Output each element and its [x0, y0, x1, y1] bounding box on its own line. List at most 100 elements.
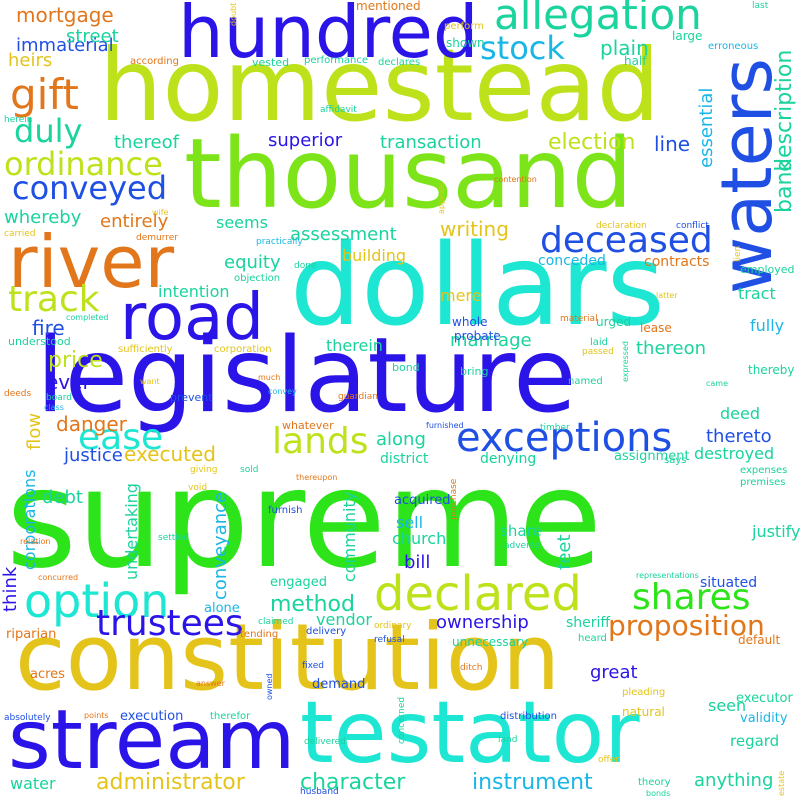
- word: community: [340, 491, 359, 582]
- word: husband: [300, 787, 339, 797]
- word: demand: [312, 677, 366, 692]
- word: giving: [190, 465, 218, 475]
- word: lease: [640, 321, 672, 335]
- word: concurred: [38, 573, 79, 582]
- word: building: [342, 246, 407, 265]
- word: owned: [265, 673, 274, 700]
- word: vested: [252, 56, 290, 69]
- word: class: [44, 403, 64, 412]
- word: fully: [750, 316, 785, 335]
- word: distribution: [500, 711, 557, 722]
- word: answer: [196, 679, 225, 688]
- word: perform: [444, 21, 484, 32]
- word: whatever: [282, 419, 334, 432]
- word: feet: [554, 534, 575, 570]
- word: marriage: [450, 330, 532, 351]
- word: conceded: [538, 253, 606, 269]
- word: urged: [596, 315, 631, 329]
- word: sufficiently: [118, 344, 173, 355]
- word: tract: [738, 284, 776, 303]
- word: bill: [404, 552, 431, 573]
- word: material: [560, 314, 598, 324]
- word: guardian: [338, 392, 378, 402]
- word: assignment: [614, 449, 690, 464]
- word: settled: [158, 533, 190, 543]
- word: ever: [46, 370, 91, 394]
- word: according: [130, 56, 179, 67]
- word: claimed: [258, 617, 294, 627]
- word: demurrer: [136, 233, 179, 243]
- word: offer: [598, 755, 619, 765]
- word: probate: [454, 329, 501, 343]
- word: hundred: [178, 0, 479, 74]
- word: pleading: [622, 687, 666, 698]
- word: passed: [582, 347, 614, 357]
- word: great: [590, 662, 638, 683]
- word: constitution: [15, 604, 561, 711]
- word: herein: [4, 115, 33, 125]
- word: heard: [578, 633, 607, 644]
- word: shares: [632, 577, 751, 618]
- word: want: [140, 377, 160, 386]
- word: option: [24, 574, 170, 628]
- word: large: [672, 29, 703, 43]
- word: heirs: [8, 50, 53, 71]
- word: convey: [268, 387, 297, 396]
- word: assessment: [290, 224, 397, 245]
- word: sheriff: [566, 615, 611, 631]
- word: premises: [740, 477, 786, 488]
- word: deed: [720, 404, 760, 423]
- word: essential: [696, 87, 717, 168]
- word: supreme: [6, 441, 603, 599]
- word: ditch: [460, 663, 483, 673]
- word: engaged: [270, 575, 327, 590]
- word: theory: [638, 777, 671, 788]
- word: character: [300, 770, 406, 795]
- word: declared: [374, 566, 582, 622]
- word: mortgage: [16, 3, 114, 27]
- word: whereby: [4, 207, 82, 228]
- word: allegation: [494, 0, 702, 39]
- word: contention: [494, 175, 537, 184]
- word: dollars: [290, 221, 665, 351]
- word: thereupon: [296, 473, 338, 482]
- word: share: [500, 522, 542, 540]
- word: natural: [622, 705, 665, 719]
- word: default: [738, 633, 781, 647]
- word: adverse: [504, 541, 541, 551]
- word: situated: [700, 575, 758, 591]
- word: corporation: [214, 344, 272, 355]
- word: stream: [8, 693, 296, 788]
- word: affidavit: [320, 105, 357, 115]
- word: prevent: [170, 391, 213, 404]
- word: refusal: [374, 635, 405, 645]
- word: corporations: [20, 469, 39, 570]
- word: seen: [708, 696, 747, 715]
- word: concerned: [397, 696, 407, 744]
- word: whole: [452, 315, 488, 329]
- word: land: [498, 735, 518, 745]
- word: erroneous: [708, 41, 759, 52]
- word: tending: [240, 629, 279, 640]
- word: lien: [733, 245, 743, 262]
- word: thousand: [184, 118, 633, 230]
- word: line: [654, 132, 691, 156]
- word: absolutely: [4, 713, 51, 723]
- word: instrument: [472, 770, 593, 795]
- word: danger: [56, 412, 127, 436]
- word: timber: [540, 423, 570, 433]
- word: administrator: [96, 770, 245, 795]
- word: objection: [234, 273, 281, 284]
- word: method: [270, 592, 355, 617]
- word: river: [8, 220, 175, 304]
- word: therein: [326, 336, 383, 355]
- word: stock: [480, 29, 565, 67]
- word: denying: [480, 451, 537, 467]
- word: declaration: [596, 221, 647, 231]
- word: debt: [42, 487, 83, 508]
- word: ordinary: [374, 621, 412, 631]
- word: gift: [10, 70, 79, 119]
- word: therefor: [210, 711, 251, 722]
- word: void: [188, 483, 208, 493]
